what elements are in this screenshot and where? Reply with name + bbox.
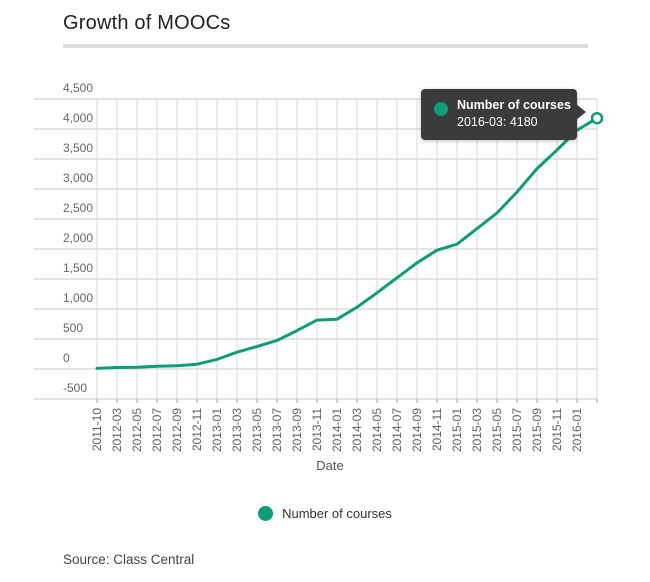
x-tick-label: 2012-05 <box>130 408 144 452</box>
x-tick-label: 2013-07 <box>270 408 284 452</box>
tooltip-series-name: Number of courses <box>457 98 571 112</box>
source-note: Source: Class Central <box>63 552 195 567</box>
y-tick-label: 0 <box>63 351 70 365</box>
legend-label: Number of courses <box>282 506 392 521</box>
x-tick-label: 2014-07 <box>390 408 404 452</box>
x-tick-label: 2014-03 <box>350 408 364 452</box>
legend: Number of courses <box>0 506 650 526</box>
page-title: Growth of MOOCs <box>63 12 231 34</box>
y-tick-label: 4,500 <box>63 81 93 95</box>
line-chart[interactable]: -500 0 500 1,000 1,500 2,000 2,500 3,000 3,500 4,… <box>0 60 650 480</box>
y-tick-label: 500 <box>63 321 83 335</box>
y-tick-label: 3,500 <box>63 141 93 155</box>
title-divider <box>63 44 588 48</box>
x-tick-label: 2015-09 <box>530 408 544 452</box>
y-tick-label: -500 <box>63 381 87 395</box>
end-point-marker[interactable] <box>590 111 604 125</box>
x-tick-label: 2015-07 <box>510 408 524 452</box>
y-tick-label: 4,000 <box>63 111 93 125</box>
legend-item: Number of courses <box>258 506 392 521</box>
tooltip-arrow <box>576 104 586 120</box>
x-tick-label: 2014-05 <box>370 408 384 452</box>
hover-tooltip: Number of courses 2016-03: 4180 <box>421 89 586 140</box>
x-tick-label: 2013-05 <box>250 408 264 452</box>
x-tick-label: 2014-09 <box>410 408 424 452</box>
x-tick-label: 2014-01 <box>330 408 344 452</box>
x-tick-label: 2013-03 <box>230 408 244 452</box>
y-tick-label: 3,000 <box>63 171 93 185</box>
legend-dot-icon <box>258 506 274 521</box>
x-tick-label: 2013-11 <box>310 408 324 451</box>
x-axis-title: Date <box>316 458 344 473</box>
x-tick-label: 2012-11 <box>190 408 204 451</box>
y-tick-label: 1,000 <box>63 291 93 305</box>
x-tick-label: 2015-03 <box>470 408 484 452</box>
x-tick-label: 2013-01 <box>210 408 224 452</box>
tooltip-value: 2016-03: 4180 <box>457 115 538 129</box>
tooltip-series-dot <box>434 102 448 116</box>
x-tick-label: 2015-11 <box>550 408 564 451</box>
y-tick-label: 2,500 <box>63 201 93 215</box>
x-tick-label: 2015-05 <box>490 408 504 452</box>
x-tick-label: 2014-11 <box>430 408 444 451</box>
series-line[interactable] <box>95 116 599 370</box>
x-tick-label: 2012-03 <box>110 408 124 452</box>
x-tick-label: 2013-09 <box>290 408 304 452</box>
x-tick-label: 2011-10 <box>90 408 104 451</box>
x-tick-label: 2012-09 <box>170 408 184 452</box>
chart-area[interactable]: -500 0 500 1,000 1,500 2,000 2,500 3,000 3,500 4,… <box>0 60 650 480</box>
y-tick-label: 2,000 <box>63 231 93 245</box>
y-tick-label: 1,500 <box>63 261 93 275</box>
x-tick-label: 2012-07 <box>150 408 164 452</box>
x-tick-label: 2015-01 <box>450 408 464 452</box>
x-tick-label: 2016-01 <box>570 408 584 452</box>
